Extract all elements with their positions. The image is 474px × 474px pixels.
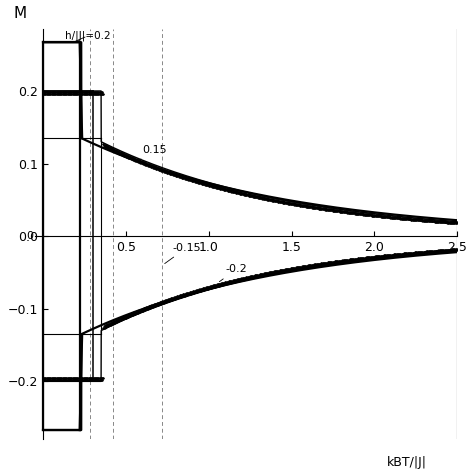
X-axis label: kBT/|J|: kBT/|J| xyxy=(386,456,427,469)
Text: M: M xyxy=(14,6,27,21)
Text: 0: 0 xyxy=(27,231,33,241)
Text: h/|J|=0.2: h/|J|=0.2 xyxy=(65,31,110,41)
Text: -0.15: -0.15 xyxy=(164,243,201,264)
Text: 0.15: 0.15 xyxy=(137,145,167,162)
Text: -0.2: -0.2 xyxy=(219,264,247,282)
